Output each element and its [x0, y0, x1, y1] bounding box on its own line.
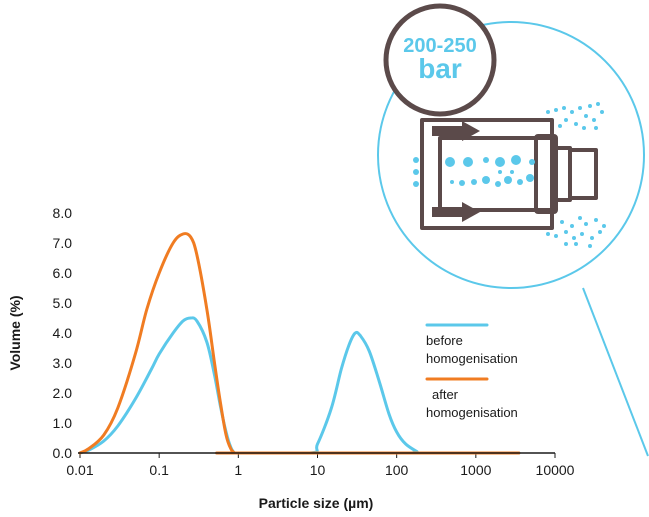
droplet: [450, 180, 454, 184]
droplets: [413, 102, 606, 248]
droplet: [498, 170, 502, 174]
droplet: [570, 110, 574, 114]
y-tick-label: 8.0: [53, 205, 73, 221]
droplet: [483, 157, 489, 163]
droplet: [526, 174, 534, 182]
droplet: [445, 157, 455, 167]
droplet: [592, 118, 596, 122]
droplet: [564, 230, 568, 234]
droplet: [564, 118, 568, 122]
droplet: [572, 236, 576, 240]
droplet: [504, 176, 512, 184]
droplet: [495, 181, 501, 187]
y-tick-label: 6.0: [53, 265, 73, 281]
droplet: [582, 126, 586, 130]
homogenizer-nozzle-icon: [420, 118, 598, 230]
legend-label: homogenisation: [426, 405, 518, 420]
droplet: [584, 114, 588, 118]
droplet: [546, 232, 550, 236]
droplet: [482, 176, 490, 184]
y-tick-label: 3.0: [53, 355, 73, 371]
magnifier-connector-line: [582, 287, 649, 457]
x-tick-label: 10: [310, 462, 326, 478]
droplet: [578, 216, 582, 220]
x-axis: 0.01 0.1 1 10 100 1000 10000: [66, 453, 575, 478]
y-tick-label: 2.0: [53, 385, 73, 401]
droplet: [413, 157, 419, 163]
droplet: [588, 244, 592, 248]
x-axis-title: Particle size (µm): [259, 495, 374, 511]
droplet: [578, 106, 582, 110]
droplet: [413, 169, 419, 175]
legend: before homogenisation after homogenisation: [425, 323, 518, 420]
y-tick-label: 5.0: [53, 295, 73, 311]
droplet: [570, 224, 574, 228]
droplet: [594, 218, 598, 222]
x-tick-label: 10000: [536, 462, 575, 478]
y-tick-label: 4.0: [53, 325, 73, 341]
droplet: [594, 126, 598, 130]
droplet: [529, 159, 535, 165]
droplet: [495, 157, 505, 167]
x-tick-label: 0.1: [149, 462, 169, 478]
droplet: [574, 242, 578, 246]
droplet: [471, 179, 477, 185]
y-axis: 0.0 1.0 2.0 3.0 4.0 5.0 6.0 7.0 8.0: [53, 205, 73, 461]
y-tick-label: 1.0: [53, 415, 73, 431]
badge-range-label: 200-250: [403, 35, 476, 57]
droplet: [413, 181, 419, 187]
droplet: [564, 242, 568, 246]
x-tick-label: 1000: [460, 462, 491, 478]
droplet: [598, 230, 602, 234]
droplet: [602, 224, 606, 228]
y-tick-label: 7.0: [53, 235, 73, 251]
droplet: [558, 124, 562, 128]
x-tick-label: 0.01: [66, 462, 93, 478]
droplet: [554, 234, 558, 238]
y-tick-label: 0.0: [53, 445, 73, 461]
badge-circle: [383, 3, 497, 117]
legend-label: after: [432, 387, 459, 402]
droplet: [584, 222, 588, 226]
droplet: [546, 110, 550, 114]
pressure-arrows: [432, 121, 480, 222]
droplet: [517, 179, 523, 185]
pressure-badge: 200-250 bar: [383, 3, 497, 117]
legend-label: homogenisation: [426, 351, 518, 366]
x-tick-label: 100: [385, 462, 409, 478]
droplet: [596, 102, 600, 106]
droplet: [574, 122, 578, 126]
droplet: [554, 108, 558, 112]
droplet: [562, 106, 566, 110]
droplet: [580, 232, 584, 236]
droplet: [560, 220, 564, 224]
droplet: [600, 110, 604, 114]
y-axis-title: Volume (%): [7, 295, 23, 370]
droplet: [511, 155, 521, 165]
droplet: [588, 104, 592, 108]
droplet: [590, 236, 594, 240]
droplet: [459, 180, 465, 186]
badge-unit-label: bar: [418, 53, 462, 84]
legend-label: before: [426, 333, 463, 348]
x-tick-label: 1: [234, 462, 242, 478]
droplet: [510, 170, 514, 174]
droplet: [463, 157, 473, 167]
